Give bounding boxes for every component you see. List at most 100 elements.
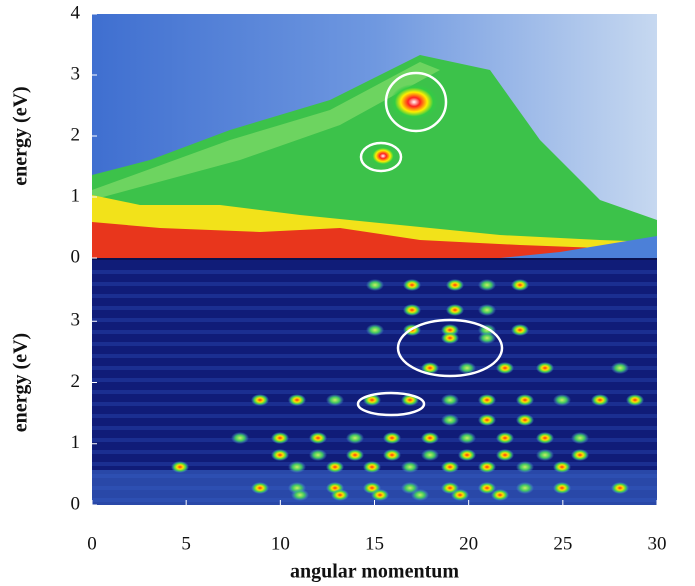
mode-dot [441, 414, 459, 426]
x-tick-label: 5 [181, 533, 191, 554]
mode-dot [536, 362, 554, 374]
stripe [92, 354, 657, 358]
y-tick-label: 3 [71, 310, 81, 331]
mode-dot [421, 432, 439, 444]
y-tick-label: 2 [71, 124, 81, 145]
mode-dot [346, 432, 364, 444]
stripe [92, 318, 657, 322]
stripe [92, 306, 657, 310]
mode-dot [478, 304, 496, 316]
mode-dot [441, 394, 459, 406]
mode-dot [458, 432, 476, 444]
mode-dot [271, 432, 289, 444]
mode-dot [446, 279, 464, 291]
x-tick-label: 0 [87, 533, 97, 554]
mode-dot [421, 449, 439, 461]
mode-dot [491, 489, 509, 501]
mode-dot [331, 489, 349, 501]
mode-dot [446, 304, 464, 316]
stripe [92, 438, 657, 442]
y-axis-label: energy (eV) [10, 86, 32, 185]
x-tick-label: 30 [648, 533, 667, 554]
y-tick-label: 1 [71, 432, 81, 453]
mode-dot [441, 461, 459, 473]
mode-dot [478, 332, 496, 344]
hot-spot [390, 84, 438, 120]
mode-dot [403, 304, 421, 316]
red-band [92, 222, 657, 258]
mode-dot [496, 362, 514, 374]
y-tick-label: 0 [71, 493, 81, 514]
mode-dot [171, 461, 189, 473]
mode-dot [291, 489, 309, 501]
mode-dot [511, 324, 529, 336]
mode-dot [231, 432, 249, 444]
y-axis-label: energy (eV) [10, 333, 32, 432]
y-tick-label: 1 [71, 185, 81, 206]
y-tick-label: 0 [71, 246, 81, 267]
annotation-circle [396, 318, 504, 378]
light-green-edge [92, 62, 440, 200]
mode-dot [478, 394, 496, 406]
mode-dot [251, 394, 269, 406]
mode-dot [371, 489, 389, 501]
annotation-circle [356, 391, 426, 417]
stripe [92, 270, 657, 274]
mode-dot [288, 394, 306, 406]
mode-dot [366, 279, 384, 291]
mode-dot [571, 432, 589, 444]
mode-dot [516, 461, 534, 473]
x-tick-label: 15 [365, 533, 384, 554]
mode-dot [346, 449, 364, 461]
mode-dot [511, 279, 529, 291]
mode-dot [553, 482, 571, 494]
mode-dot [251, 482, 269, 494]
mode-dot [458, 449, 476, 461]
mode-dot [478, 461, 496, 473]
mode-dot [401, 461, 419, 473]
mode-dot [366, 324, 384, 336]
stripe [92, 426, 657, 430]
mode-dot [536, 432, 554, 444]
mode-dot [383, 449, 401, 461]
x-axis-label: angular momentum [290, 561, 459, 583]
mode-dot [536, 449, 554, 461]
mode-dot [363, 461, 381, 473]
mode-dot [496, 432, 514, 444]
annotation-circle [384, 71, 448, 133]
mode-dot [309, 449, 327, 461]
stripe [92, 378, 657, 382]
stripe [92, 450, 657, 454]
mode-dot [326, 394, 344, 406]
mode-dot [441, 332, 459, 344]
mode-dot [553, 461, 571, 473]
mode-dot [553, 394, 571, 406]
annotation-circle [359, 141, 403, 173]
x-tick-label: 25 [553, 533, 572, 554]
mode-dot [309, 432, 327, 444]
stripe [92, 366, 657, 370]
mode-dot [478, 279, 496, 291]
mode-dot [496, 449, 514, 461]
mode-dot [383, 432, 401, 444]
mode-dot [478, 482, 496, 494]
mode-dot [611, 362, 629, 374]
x-tick-label: 10 [271, 533, 290, 554]
mode-dot [403, 279, 421, 291]
mode-dot [271, 449, 289, 461]
stripe [92, 294, 657, 298]
mode-dot [516, 414, 534, 426]
y-tick-label: 2 [71, 371, 81, 392]
stripe [92, 414, 657, 418]
mode-dot [458, 362, 476, 374]
mode-dot [611, 482, 629, 494]
mode-dot [591, 394, 609, 406]
stripe [92, 342, 657, 346]
mode-dot [288, 461, 306, 473]
stripe [92, 390, 657, 394]
mode-dot [516, 482, 534, 494]
mode-dot [478, 414, 496, 426]
mode-dot [326, 461, 344, 473]
y-tick-label: 4 [71, 2, 81, 23]
